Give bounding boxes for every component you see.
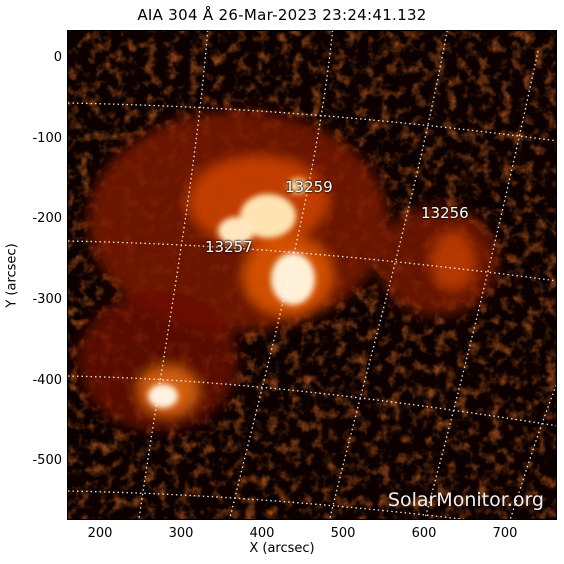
x-tick-label: 400: [249, 526, 275, 541]
active-region-label-1: 13259: [285, 178, 333, 196]
y-tick-label: -100: [32, 131, 62, 146]
y-tick-label: -500: [32, 453, 62, 468]
image-title: AIA 304 Å 26-Mar-2023 23:24:41.132: [137, 6, 427, 24]
watermark: SolarMonitor.org: [387, 489, 544, 511]
x-axis-label: X (arcsec): [249, 541, 315, 556]
y-tick-label: -300: [32, 292, 62, 307]
x-tick-label: 200: [87, 526, 113, 541]
y-axis-label: Y (arcsec): [4, 243, 20, 308]
x-tick-label: 500: [330, 526, 356, 541]
y-tick-label: -200: [32, 211, 62, 226]
y-tick-label: -400: [32, 373, 62, 388]
active-region-label-3: 13256: [421, 204, 469, 222]
active-region-label-2: 13257: [205, 238, 253, 256]
heliographic-grid: [68, 31, 556, 519]
x-tick-label: 600: [411, 526, 437, 541]
solar-image-panel: 13259 13257 13256 SolarMonitor.org: [67, 30, 557, 520]
solar-emission-image: [68, 31, 556, 519]
y-tick-label: 0: [53, 50, 62, 65]
x-tick-label: 300: [168, 526, 194, 541]
bright-plage: [148, 178, 315, 408]
x-tick-label: 700: [492, 526, 518, 541]
